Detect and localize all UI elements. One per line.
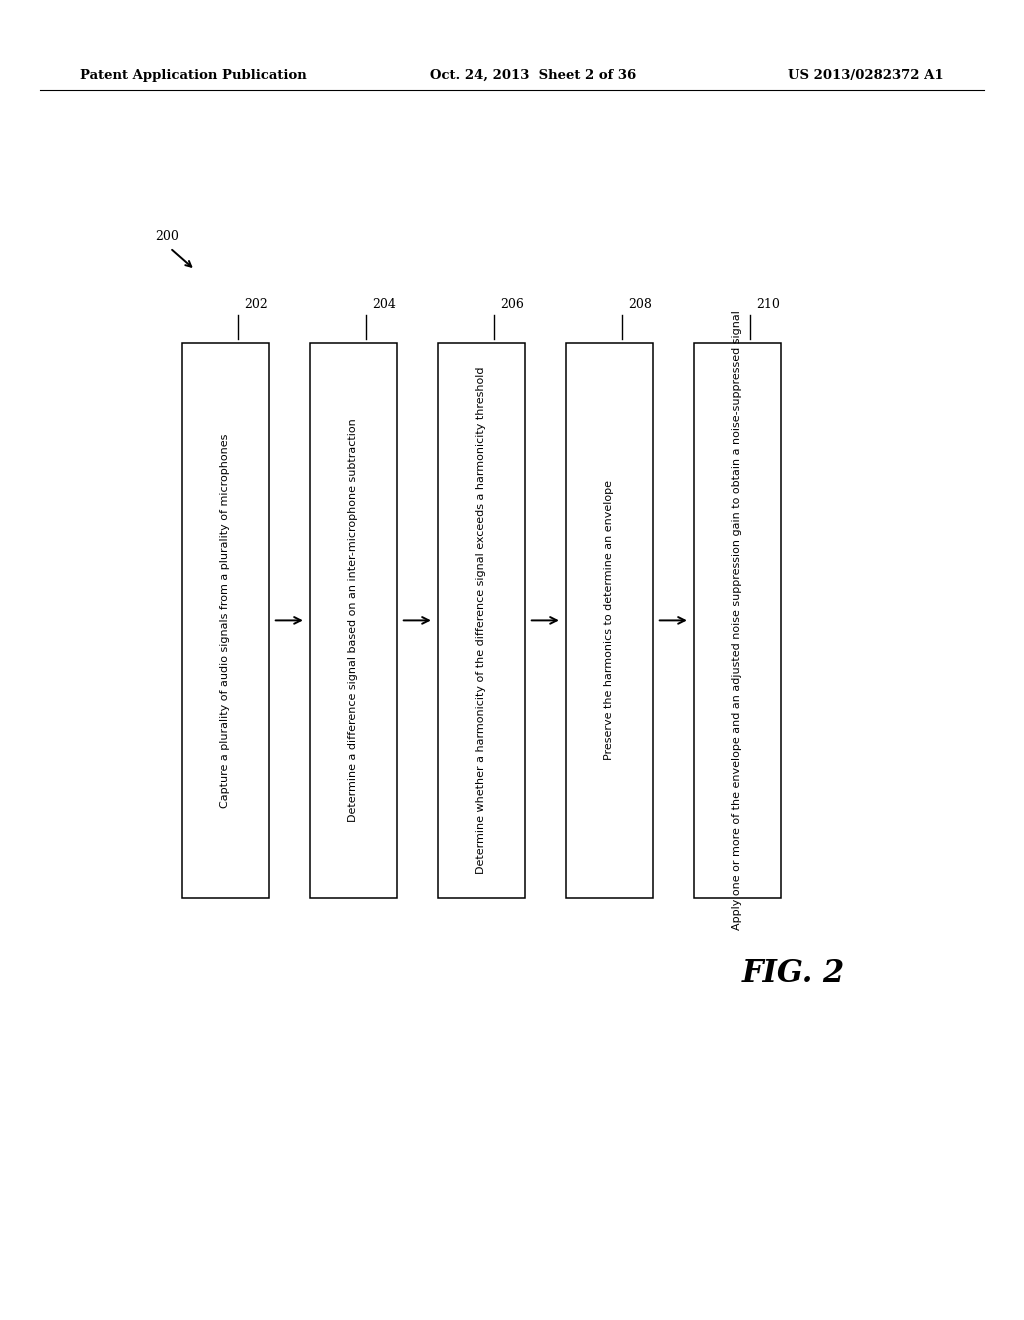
- Text: FIG. 2: FIG. 2: [741, 957, 845, 989]
- Text: Determine whether a harmonicity of the difference signal exceeds a harmonicity t: Determine whether a harmonicity of the d…: [476, 367, 486, 874]
- Text: 210: 210: [757, 298, 780, 312]
- Text: Apply one or more of the envelope and an adjusted noise suppression gain to obta: Apply one or more of the envelope and an…: [732, 310, 742, 931]
- Text: US 2013/0282372 A1: US 2013/0282372 A1: [788, 69, 944, 82]
- Text: 202: 202: [245, 298, 268, 312]
- Bar: [694, 343, 780, 898]
- Text: Preserve the harmonics to determine an envelope: Preserve the harmonics to determine an e…: [604, 480, 614, 760]
- Bar: [309, 343, 397, 898]
- Bar: [438, 343, 524, 898]
- Text: 204: 204: [373, 298, 396, 312]
- Text: Oct. 24, 2013  Sheet 2 of 36: Oct. 24, 2013 Sheet 2 of 36: [430, 69, 636, 82]
- Text: Capture a plurality of audio signals from a plurality of microphones: Capture a plurality of audio signals fro…: [220, 433, 230, 808]
- Text: 206: 206: [501, 298, 524, 312]
- Bar: [182, 343, 268, 898]
- Text: Determine a difference signal based on an inter-microphone subtraction: Determine a difference signal based on a…: [348, 418, 358, 822]
- Bar: [565, 343, 653, 898]
- Text: 208: 208: [629, 298, 652, 312]
- Text: 200: 200: [155, 230, 179, 243]
- Text: Patent Application Publication: Patent Application Publication: [80, 69, 307, 82]
